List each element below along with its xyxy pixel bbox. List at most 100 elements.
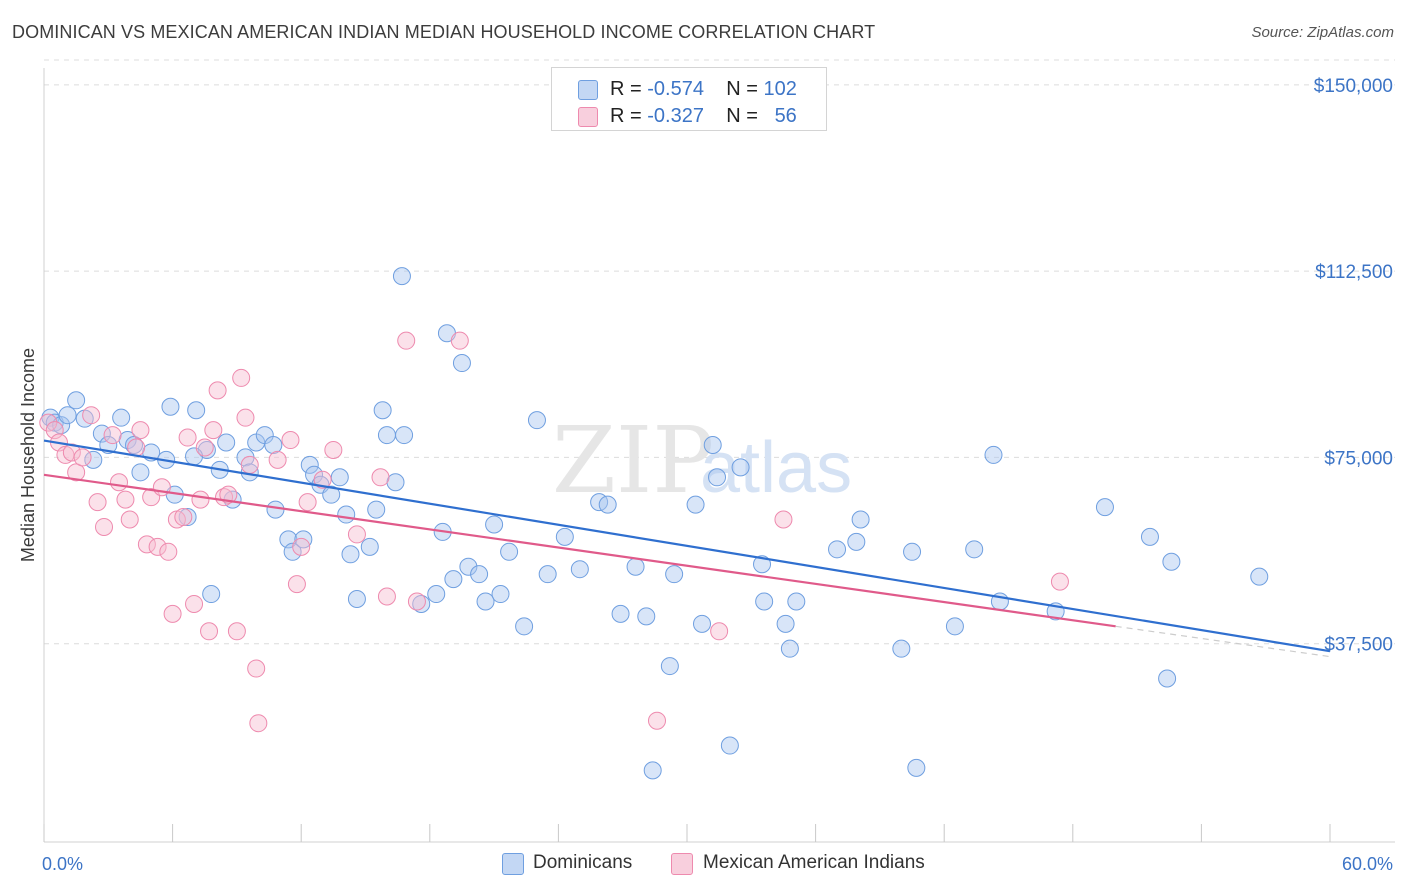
- bottom-legend-swatch-mexican-american-indians: [671, 853, 693, 875]
- data-point-mexican-american-indians: [148, 537, 167, 556]
- data-point-dominicans: [538, 565, 557, 584]
- data-point-dominicans: [360, 537, 379, 556]
- data-point-mexican-american-indians: [174, 508, 193, 527]
- bottom-legend-dominicans: Dominicans: [533, 852, 633, 873]
- legend-swatch-mexican-american-indians: [578, 107, 598, 127]
- data-point-dominicans: [643, 761, 662, 780]
- data-point-dominicans: [459, 557, 478, 576]
- data-point-mexican-american-indians: [200, 622, 219, 641]
- data-point-dominicans: [131, 463, 150, 482]
- data-points: [39, 267, 1269, 780]
- data-point-mexican-american-indians: [397, 331, 416, 350]
- data-point-mexican-american-indians: [116, 490, 135, 509]
- y-axis-label: Median Household Income: [18, 348, 38, 562]
- trend-line-dominicans: [43, 439, 1331, 653]
- data-point-mexican-american-indians: [377, 587, 396, 606]
- data-point-dominicans: [708, 468, 727, 487]
- watermark: ZIP atlas: [552, 407, 852, 514]
- data-point-dominicans: [720, 736, 739, 755]
- correlation-legend: R = -0.574 N = 102 R = -0.327 N = 56: [551, 67, 827, 131]
- data-point-mexican-american-indians: [240, 455, 259, 474]
- data-point-dominicans: [984, 445, 1003, 464]
- data-point-mexican-american-indians: [371, 468, 390, 487]
- data-point-dominicans: [780, 639, 799, 658]
- data-point-dominicans: [202, 585, 221, 604]
- data-point-dominicans: [892, 639, 911, 658]
- data-point-mexican-american-indians: [127, 438, 146, 457]
- data-point-mexican-american-indians: [292, 537, 311, 556]
- data-point-dominicans: [300, 455, 319, 474]
- data-point-mexican-american-indians: [236, 408, 255, 427]
- data-point-mexican-american-indians: [774, 510, 793, 529]
- data-point-mexican-american-indians: [227, 622, 246, 641]
- data-point-dominicans: [570, 560, 589, 579]
- axis-labels: $37,500 $75,000 $112,500 $150,000 0.0% 60.0% M…: [18, 76, 1393, 874]
- data-point-mexican-american-indians: [185, 594, 204, 613]
- legend-r-label: R =: [610, 78, 642, 100]
- data-point-dominicans: [294, 530, 313, 549]
- data-point-dominicans: [903, 542, 922, 561]
- data-point-dominicans: [485, 515, 504, 534]
- data-point-dominicans: [665, 565, 684, 584]
- data-point-dominicans: [776, 614, 795, 633]
- data-point-dominicans: [660, 657, 679, 676]
- data-point-dominicans: [907, 758, 926, 777]
- data-point-dominicans: [178, 508, 197, 527]
- data-point-dominicans: [611, 604, 630, 623]
- data-point-mexican-american-indians: [247, 659, 266, 678]
- data-point-mexican-american-indians: [204, 421, 223, 440]
- data-point-mexican-american-indians: [208, 381, 227, 400]
- legend-n-label: N =: [726, 78, 758, 100]
- trend-lines: [43, 439, 1331, 658]
- data-point-dominicans: [330, 468, 349, 487]
- legend-n-label: N =: [726, 105, 758, 127]
- data-point-mexican-american-indians: [710, 622, 729, 641]
- legend-n-value: 56: [774, 105, 797, 127]
- data-point-dominicans: [755, 592, 774, 611]
- data-point-dominicans: [476, 592, 495, 611]
- data-point-mexican-american-indians: [347, 525, 366, 544]
- data-point-mexican-american-indians: [281, 431, 300, 450]
- source-credit: Source: ZipAtlas.com: [1251, 24, 1394, 41]
- legend-n-value: 102: [763, 78, 797, 100]
- data-point-mexican-american-indians: [82, 406, 101, 425]
- data-point-mexican-american-indians: [110, 473, 129, 492]
- data-point-mexican-american-indians: [232, 368, 251, 387]
- data-point-mexican-american-indians: [88, 493, 107, 512]
- watermark-zip: ZIP: [552, 407, 714, 514]
- bottom-legend-swatch-dominicans: [502, 853, 524, 875]
- data-point-mexican-american-indians: [159, 542, 178, 561]
- data-point-mexican-american-indians: [324, 440, 343, 459]
- data-point-dominicans: [555, 527, 574, 546]
- data-point-dominicans: [828, 540, 847, 559]
- data-point-mexican-american-indians: [195, 438, 214, 457]
- data-point-mexican-american-indians: [191, 490, 210, 509]
- data-point-dominicans: [626, 557, 645, 576]
- data-point-mexican-american-indians: [95, 517, 114, 536]
- data-point-dominicans: [703, 436, 722, 454]
- data-point-dominicans: [373, 401, 392, 420]
- data-point-dominicans: [491, 585, 510, 604]
- data-point-dominicans: [187, 401, 206, 420]
- legend-r-label: R =: [610, 105, 642, 127]
- data-point-mexican-american-indians: [287, 575, 306, 594]
- data-point-dominicans: [341, 545, 360, 564]
- data-point-dominicans: [125, 436, 144, 454]
- bottom-legend-mexican-american-indians: Mexican American Indians: [703, 852, 925, 873]
- data-point-mexican-american-indians: [62, 443, 81, 462]
- data-point-dominicans: [67, 391, 86, 410]
- data-point-dominicans: [1158, 669, 1177, 688]
- data-point-dominicans: [283, 542, 302, 561]
- data-point-dominicans: [305, 465, 324, 484]
- data-point-mexican-american-indians: [268, 450, 287, 469]
- data-point-dominicans: [217, 433, 236, 452]
- data-point-mexican-american-indians: [103, 426, 122, 445]
- data-point-dominicans: [686, 495, 705, 514]
- data-point-dominicans: [1162, 552, 1181, 571]
- data-point-mexican-american-indians: [163, 604, 182, 623]
- data-point-mexican-american-indians: [313, 470, 332, 489]
- x-tick-label: 0.0%: [42, 854, 83, 874]
- data-point-dominicans: [337, 505, 356, 524]
- data-point-mexican-american-indians: [647, 711, 666, 730]
- data-point-dominicans: [367, 500, 386, 519]
